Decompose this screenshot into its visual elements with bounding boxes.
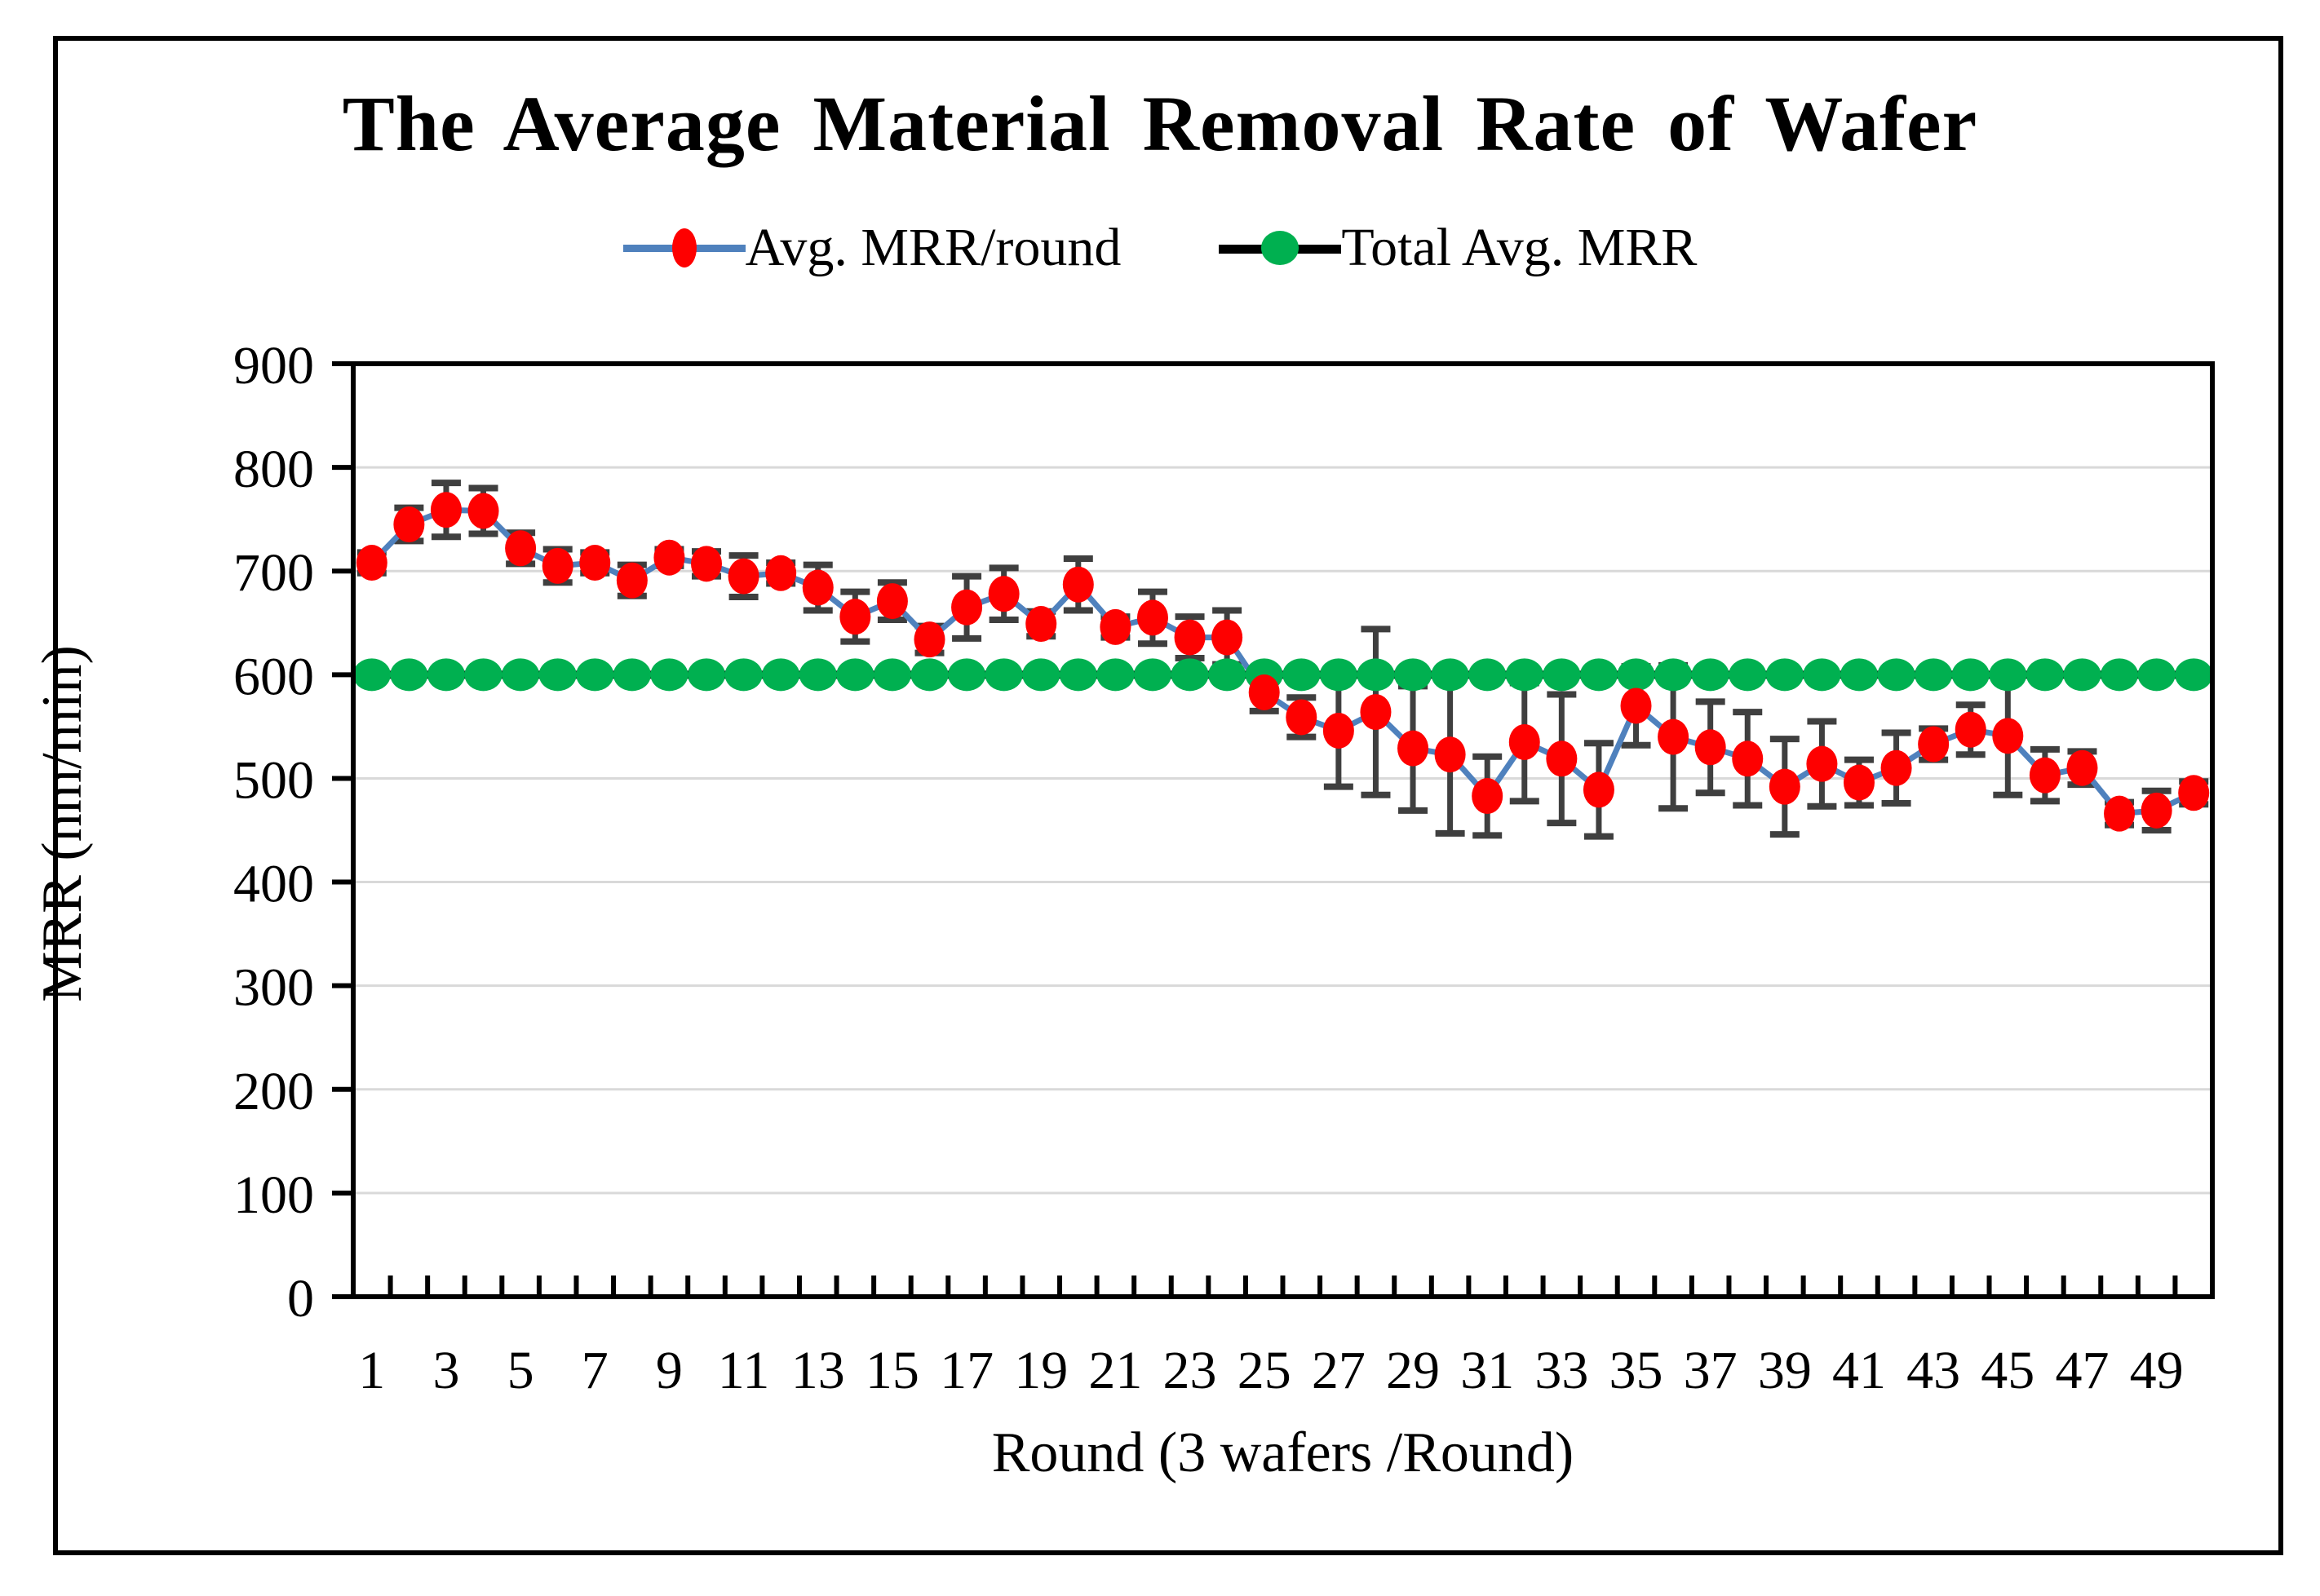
svg-text:800: 800	[233, 440, 314, 499]
svg-text:3: 3	[432, 1341, 459, 1400]
svg-text:35: 35	[1609, 1341, 1663, 1400]
svg-text:5: 5	[507, 1341, 534, 1400]
svg-text:47: 47	[2055, 1341, 2109, 1400]
chart-legend: Avg. MRR/round Total Avg. MRR	[0, 217, 2320, 279]
svg-text:17: 17	[940, 1341, 994, 1400]
svg-text:29: 29	[1386, 1341, 1440, 1400]
svg-text:13: 13	[791, 1341, 845, 1400]
svg-text:31: 31	[1460, 1341, 1514, 1400]
svg-text:19: 19	[1014, 1341, 1068, 1400]
svg-text:15: 15	[866, 1341, 919, 1400]
legend-item-total-avg-mrr: Total Avg. MRR	[1219, 217, 1697, 279]
svg-text:600: 600	[233, 647, 314, 706]
avg-mrr-legend-marker-icon	[622, 222, 746, 274]
x-tick-labels: 1 3 5 7 9 11 13 15 17 19 21 23 25 27 29 31 33 35 37 39 41 43 4…	[358, 1341, 2183, 1400]
svg-text:400: 400	[233, 855, 314, 914]
svg-text:1: 1	[358, 1341, 385, 1400]
svg-text:27: 27	[1312, 1341, 1366, 1400]
avg-mrr-markers	[356, 492, 2210, 832]
legend-label-total-avg-mrr: Total Avg. MRR	[1341, 218, 1698, 277]
svg-text:37: 37	[1684, 1341, 1738, 1400]
svg-text:100: 100	[233, 1165, 314, 1225]
svg-text:500: 500	[233, 750, 314, 810]
legend-label-avg-mrr: Avg. MRR/round	[745, 218, 1122, 277]
svg-text:41: 41	[1832, 1341, 1886, 1400]
y-tick-labels: 0 100 200 300 400 500 600 700 800 900	[233, 336, 314, 1329]
svg-text:33: 33	[1534, 1341, 1588, 1400]
x-ticks	[387, 1275, 2215, 1297]
svg-text:900: 900	[233, 336, 314, 396]
svg-text:200: 200	[233, 1062, 314, 1121]
x-axis-title: Round (3 wafers /Round)	[991, 1421, 1574, 1484]
svg-text:9: 9	[656, 1341, 683, 1400]
svg-text:49: 49	[2130, 1341, 2184, 1400]
svg-text:0: 0	[287, 1269, 314, 1329]
svg-text:23: 23	[1163, 1341, 1217, 1400]
legend-item-avg-mrr: Avg. MRR/round	[622, 217, 1122, 279]
figure-border	[53, 36, 2283, 1555]
svg-text:45: 45	[1981, 1341, 2034, 1400]
svg-text:43: 43	[1906, 1341, 1960, 1400]
y-axis-title: MRR (nm/min)	[31, 645, 94, 1002]
svg-text:7: 7	[582, 1341, 609, 1400]
total-avg-mrr-legend-marker-icon	[1219, 222, 1342, 274]
avg-mrr-line	[370, 506, 2195, 817]
svg-text:300: 300	[233, 958, 314, 1018]
svg-text:39: 39	[1758, 1341, 1812, 1400]
total-avg-mrr-markers	[352, 658, 2213, 692]
y-ticks	[332, 361, 353, 1299]
svg-text:700: 700	[233, 543, 314, 603]
chart-title: The Average Material Removal Rate of Waf…	[342, 80, 1978, 167]
svg-text:21: 21	[1088, 1341, 1142, 1400]
plot-border	[351, 361, 2215, 1299]
svg-text:11: 11	[718, 1341, 770, 1400]
svg-text:25: 25	[1237, 1341, 1291, 1400]
